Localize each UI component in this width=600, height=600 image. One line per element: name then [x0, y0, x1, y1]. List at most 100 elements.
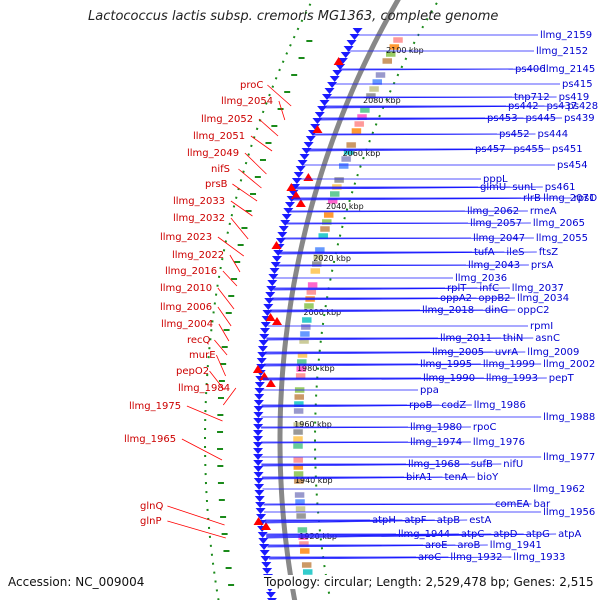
gene-label-leader — [262, 377, 547, 381]
gene-label-leader — [283, 237, 534, 240]
gene-label: llmg_2004 — [161, 319, 213, 330]
forward-gene-arrow — [265, 292, 276, 298]
gene-label-leader — [268, 556, 449, 559]
reverse-gene-arrow — [265, 313, 276, 321]
gene-label-leader — [217, 306, 232, 327]
outer-feature-tick — [250, 193, 257, 195]
gene-label: llmg_2006 — [160, 302, 212, 313]
forward-gene-arrow — [259, 550, 270, 556]
position-tick-label: 2080 kbp — [363, 96, 401, 105]
gene-label: llmg_2159 — [540, 30, 592, 41]
gene-label: llmg_2032 — [173, 213, 225, 224]
gene-label-leader — [277, 264, 529, 267]
feature-block — [293, 407, 304, 415]
forward-gene-arrow — [297, 160, 308, 166]
forward-gene-arrow — [281, 214, 292, 220]
forward-gene-arrow — [337, 58, 348, 64]
gene-label-leader — [222, 270, 238, 287]
forward-gene-arrow — [253, 406, 264, 412]
gene-label-leader — [222, 387, 237, 406]
gene-label-leader — [264, 519, 468, 524]
reverse-gene-arrow — [271, 317, 282, 325]
feature-block — [375, 71, 386, 79]
forward-gene-arrow — [283, 208, 294, 214]
gene-label-leader — [261, 463, 502, 467]
forward-gene-arrow — [256, 364, 267, 370]
gene-label: atpA — [558, 529, 581, 540]
gene-label-leader — [308, 148, 512, 151]
forward-gene-arrow — [324, 88, 335, 94]
position-tick-label: 1940 kbp — [295, 476, 333, 485]
forward-gene-arrow — [335, 64, 346, 70]
gene-label: llmg_1941 — [490, 540, 542, 551]
reverse-gene-arrow — [312, 125, 323, 133]
forward-gene-arrow — [319, 100, 330, 106]
forward-gene-arrow — [262, 568, 273, 574]
gene-label-leader — [261, 476, 475, 480]
gene-label: llmg_2009 — [527, 347, 579, 358]
gene-label-leader — [267, 84, 292, 107]
gene-label-leader — [266, 533, 459, 536]
reverse-gene-arrow — [295, 199, 306, 207]
gene-label: llmg_2033 — [173, 196, 225, 207]
gene-label: llmg_2055 — [536, 233, 588, 244]
forward-gene-arrow — [260, 322, 271, 328]
forward-gene-arrow — [254, 388, 265, 394]
outer-feature-tick — [217, 414, 224, 416]
gc-skew-arc — [204, 0, 314, 600]
feature-block — [303, 302, 315, 310]
feature-block — [382, 57, 393, 65]
gene-label-leader — [217, 287, 235, 310]
gene-label-leader — [313, 133, 536, 136]
forward-gene-arrow — [253, 430, 264, 436]
feature-block — [311, 260, 323, 268]
gene-label-leader — [209, 370, 225, 391]
outer-feature-tick — [231, 278, 238, 280]
feature-block — [294, 491, 305, 499]
gene-label-leader — [261, 441, 471, 444]
outer-feature-tick — [217, 397, 224, 399]
position-tick-label: 2100 kbp — [386, 46, 424, 55]
gene-label: prsA — [531, 260, 554, 271]
gene-label: llmg_2152 — [536, 46, 588, 57]
forward-gene-arrow — [257, 352, 268, 358]
position-tick-label: 2040 kbp — [326, 202, 364, 211]
gene-label-leader — [289, 210, 528, 213]
forward-gene-arrow — [255, 502, 266, 508]
gene-label-leader — [339, 68, 542, 71]
forward-gene-arrow — [273, 250, 284, 256]
forward-gene-arrow — [256, 514, 267, 520]
gene-label-leader — [278, 100, 286, 121]
forward-gene-arrow — [253, 448, 264, 454]
outer-feature-tick — [241, 227, 248, 229]
forward-gene-arrow — [303, 142, 314, 148]
outer-feature-tick — [228, 584, 235, 586]
gene-label-leader — [230, 200, 253, 217]
outer-feature-tick — [225, 312, 232, 314]
outer-feature-tick — [277, 108, 284, 110]
forward-gene-arrow — [327, 82, 338, 88]
feature-block — [295, 512, 307, 520]
feature-block — [353, 120, 365, 128]
gene-label: ps406 — [515, 64, 546, 75]
gene-label-leader — [264, 519, 435, 523]
outer-feature-tick — [220, 516, 227, 518]
feature-block — [389, 43, 400, 51]
forward-gene-arrow — [254, 382, 265, 388]
gene-label: ps439 — [564, 113, 595, 124]
gene-label-leader — [261, 476, 443, 479]
reverse-gene-arrow — [265, 379, 276, 387]
gene-label: llmg_2071 — [543, 193, 595, 204]
forward-gene-arrow — [260, 556, 271, 562]
gene-label-leader — [261, 404, 440, 407]
feature-block — [368, 85, 380, 93]
gene-label-leader — [323, 105, 566, 109]
forward-gene-arrow — [343, 46, 354, 52]
forward-gene-arrow — [257, 346, 268, 352]
feature-block — [292, 442, 304, 450]
forward-gene-arrow — [267, 280, 278, 286]
outer-feature-tick — [245, 210, 252, 212]
gene-label: ps428 — [568, 101, 599, 112]
gene-label: ps454 — [557, 160, 588, 171]
forward-gene-arrow — [259, 328, 270, 334]
